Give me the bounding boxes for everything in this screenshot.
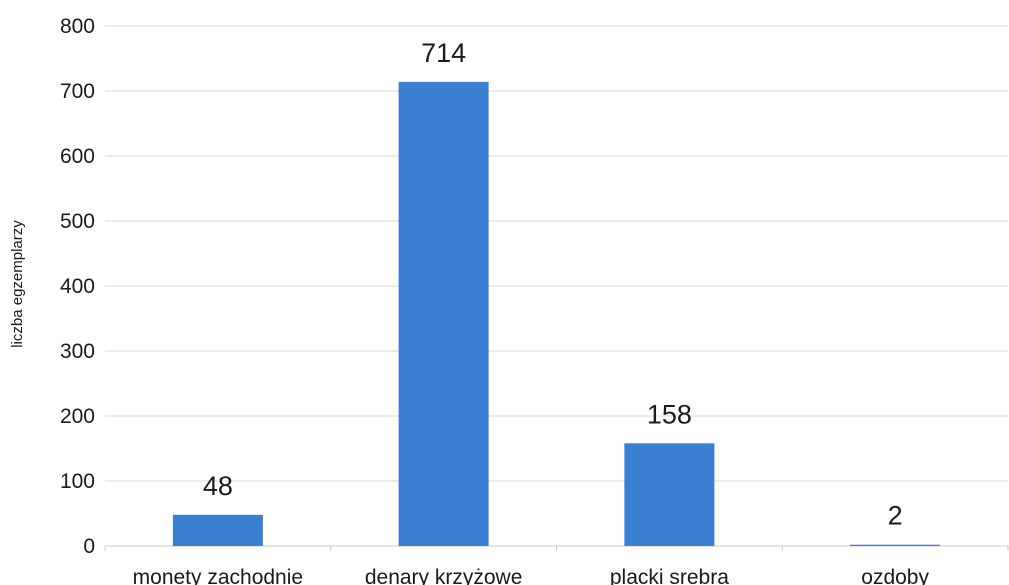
data-label: 158 bbox=[647, 399, 692, 429]
category-label: placki srebra bbox=[610, 566, 729, 585]
y-tick-label: 400 bbox=[60, 275, 95, 298]
y-tick-label: 200 bbox=[60, 405, 95, 428]
category-labels: monety zachodnie denary krzyżowe placki sr… bbox=[133, 566, 930, 585]
bar bbox=[172, 514, 263, 546]
y-tick-label: 0 bbox=[83, 535, 95, 558]
y-tick-label: 600 bbox=[60, 145, 95, 168]
bar bbox=[398, 81, 489, 547]
y-axis-title: liczba egzemplarzy bbox=[9, 220, 26, 348]
bar bbox=[624, 443, 715, 546]
category-label: ozdoby bbox=[861, 566, 929, 585]
y-tick-label: 300 bbox=[60, 340, 95, 363]
data-label: 48 bbox=[203, 471, 233, 501]
data-labels: 48 714 158 2 bbox=[203, 38, 903, 531]
category-label: denary krzyżowe bbox=[365, 566, 523, 585]
y-tick-label: 500 bbox=[60, 210, 95, 233]
y-tick-label: 800 bbox=[60, 15, 95, 38]
bar bbox=[850, 544, 941, 546]
y-tick-labels: 0 100 200 300 400 500 600 700 800 bbox=[60, 15, 95, 558]
category-label: monety zachodnie bbox=[133, 566, 303, 585]
y-tick-label: 700 bbox=[60, 80, 95, 103]
bars bbox=[172, 81, 941, 547]
y-tick-label: 100 bbox=[60, 470, 95, 493]
data-label: 714 bbox=[421, 38, 466, 68]
data-label: 2 bbox=[888, 501, 903, 531]
gridlines bbox=[104, 25, 1009, 551]
